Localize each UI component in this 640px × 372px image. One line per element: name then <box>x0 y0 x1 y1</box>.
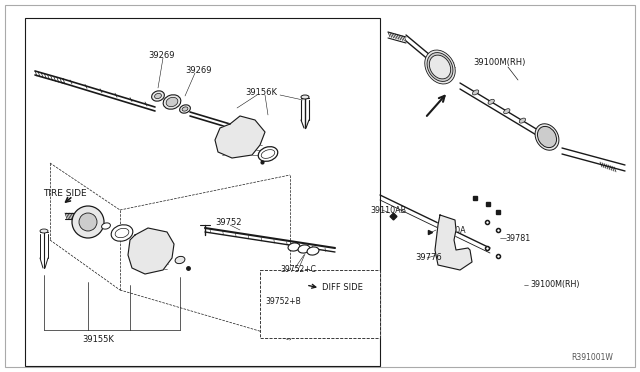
Polygon shape <box>128 228 174 274</box>
Text: 39100M(RH): 39100M(RH) <box>530 280 579 289</box>
Ellipse shape <box>488 99 494 104</box>
Ellipse shape <box>152 91 164 101</box>
Ellipse shape <box>175 256 185 264</box>
Text: 39110AB: 39110AB <box>370 205 406 215</box>
Text: 39269: 39269 <box>185 65 211 74</box>
Ellipse shape <box>425 50 455 84</box>
Text: 39752: 39752 <box>215 218 241 227</box>
Text: R391001W: R391001W <box>571 353 613 362</box>
Polygon shape <box>435 215 472 270</box>
Text: 39155K: 39155K <box>82 334 114 343</box>
Text: 39156K: 39156K <box>245 87 277 96</box>
Text: 39752+C: 39752+C <box>280 266 316 275</box>
Ellipse shape <box>519 118 525 123</box>
Circle shape <box>72 206 104 238</box>
Ellipse shape <box>102 223 111 229</box>
Ellipse shape <box>301 95 309 99</box>
Text: 39269: 39269 <box>148 51 175 60</box>
Ellipse shape <box>427 52 453 81</box>
Ellipse shape <box>166 97 178 107</box>
Ellipse shape <box>307 247 319 255</box>
Text: 39110A: 39110A <box>435 225 466 234</box>
Ellipse shape <box>261 150 275 158</box>
Ellipse shape <box>472 90 479 95</box>
Ellipse shape <box>180 105 190 113</box>
Ellipse shape <box>182 107 188 111</box>
Text: 39100M(RH): 39100M(RH) <box>473 58 525 67</box>
Text: DIFF SIDE: DIFF SIDE <box>322 283 363 292</box>
Ellipse shape <box>155 93 161 99</box>
Ellipse shape <box>288 243 300 251</box>
Ellipse shape <box>115 228 129 238</box>
Ellipse shape <box>538 126 557 148</box>
Ellipse shape <box>163 95 181 109</box>
Circle shape <box>79 213 97 231</box>
Text: 39781: 39781 <box>505 234 531 243</box>
Text: TIRE SIDE: TIRE SIDE <box>43 189 86 198</box>
Bar <box>25 18 380 366</box>
Ellipse shape <box>504 109 510 114</box>
Ellipse shape <box>259 147 278 161</box>
Text: 39776: 39776 <box>415 253 442 263</box>
Ellipse shape <box>40 229 48 233</box>
Ellipse shape <box>429 55 451 79</box>
Ellipse shape <box>298 245 310 253</box>
Ellipse shape <box>111 225 133 241</box>
Bar <box>260 270 380 338</box>
Text: 39752+B: 39752+B <box>265 298 301 307</box>
Ellipse shape <box>535 124 559 150</box>
Polygon shape <box>215 116 265 158</box>
